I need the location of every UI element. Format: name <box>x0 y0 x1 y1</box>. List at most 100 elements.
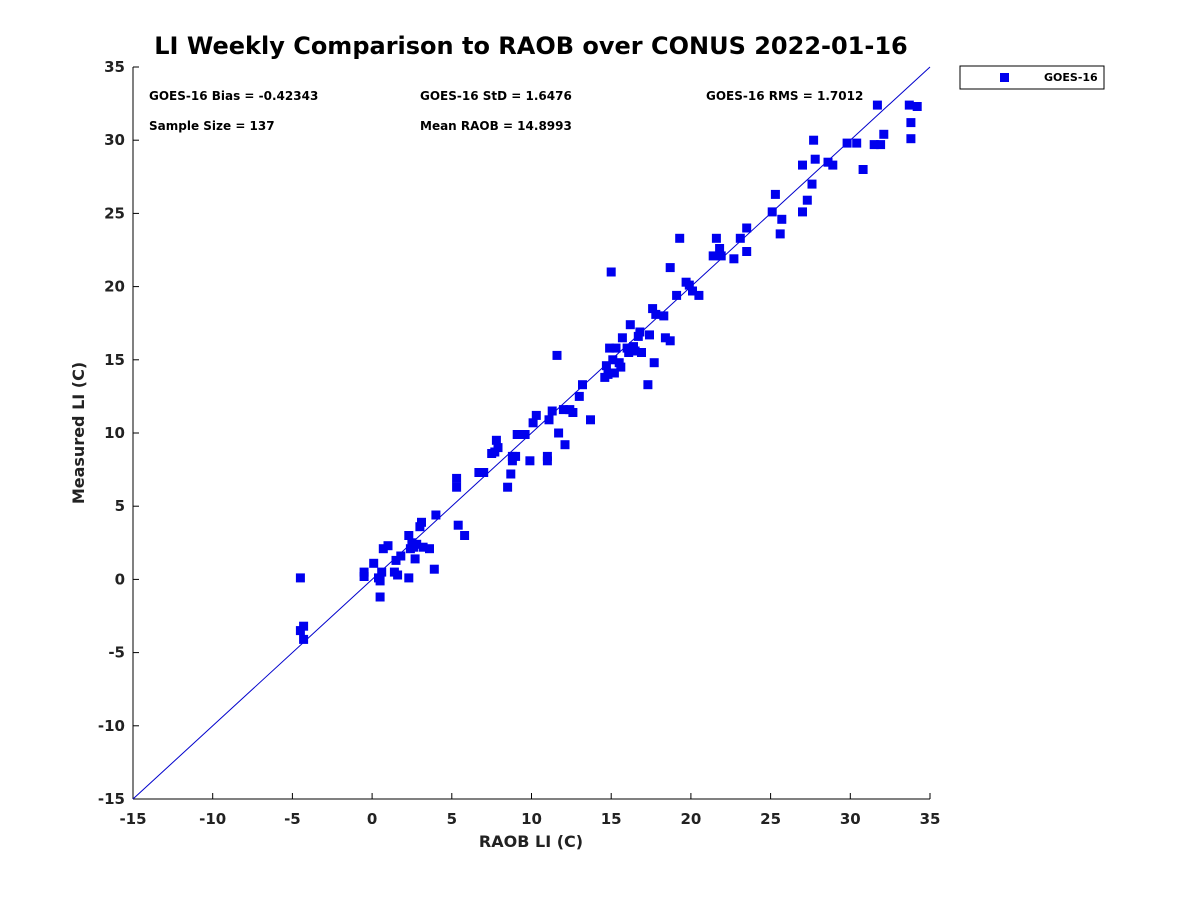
data-point <box>715 244 725 253</box>
data-point <box>876 140 886 150</box>
data-point <box>852 138 862 148</box>
data-point <box>777 214 787 224</box>
y-axis-label: Measured LI (C) <box>69 362 88 504</box>
data-point <box>716 251 726 261</box>
data-point <box>694 290 704 300</box>
x-tick-label: 25 <box>760 810 781 828</box>
data-point <box>651 309 661 319</box>
data-point <box>872 100 882 110</box>
data-point <box>460 531 470 540</box>
data-point <box>377 567 387 577</box>
data-point <box>503 482 513 492</box>
stat-mean-raob: Mean RAOB = 14.8993 <box>420 119 572 133</box>
data-point <box>369 558 379 568</box>
data-point <box>659 311 669 321</box>
data-point <box>904 100 914 110</box>
data-point <box>603 369 613 379</box>
data-points-layer <box>295 100 922 644</box>
x-tick-label: -15 <box>119 810 146 828</box>
data-point <box>295 573 305 583</box>
data-point <box>452 473 462 483</box>
data-point <box>611 343 621 353</box>
data-point <box>544 415 554 425</box>
data-point <box>675 233 685 243</box>
data-point <box>525 456 535 466</box>
data-point <box>531 410 541 420</box>
x-axis-label: RAOB LI (C) <box>479 832 583 851</box>
data-point <box>798 207 807 217</box>
legend-box <box>959 65 1105 90</box>
x-tick-label: 10 <box>521 810 542 828</box>
x-tick-label: -10 <box>199 810 226 828</box>
data-point <box>630 346 640 356</box>
data-point <box>601 361 611 371</box>
data-point <box>798 160 807 170</box>
data-point <box>606 267 616 277</box>
y-tick-label: 5 <box>115 497 125 515</box>
data-point <box>554 428 564 438</box>
data-point <box>645 330 654 340</box>
data-point <box>560 440 570 450</box>
data-point <box>391 555 401 565</box>
data-point <box>637 348 646 357</box>
data-point <box>742 247 752 256</box>
x-tick-label: 35 <box>920 810 941 828</box>
data-point <box>617 333 627 343</box>
data-point <box>375 592 385 602</box>
data-point <box>452 482 462 492</box>
data-point <box>609 368 619 378</box>
x-tick-label: -5 <box>284 810 301 828</box>
y-tick-label: 20 <box>104 278 125 296</box>
data-point <box>375 576 385 586</box>
plot-axes: -15 -10 -5 0 5 10 15 20 25 30 35 -15 -10 -5 0 5 10 15 20 25… <box>98 58 941 828</box>
data-point <box>735 233 745 243</box>
data-point <box>506 469 516 479</box>
y-tick-label: 10 <box>104 424 125 442</box>
data-point <box>299 621 309 631</box>
data-point <box>578 380 587 390</box>
data-point <box>417 517 426 527</box>
data-point <box>625 320 635 330</box>
data-point <box>742 223 752 233</box>
data-point <box>412 539 422 549</box>
data-point <box>552 350 562 360</box>
data-point <box>378 544 388 554</box>
data-point <box>605 343 615 353</box>
data-point <box>906 134 916 144</box>
data-point <box>649 358 659 368</box>
data-point <box>528 418 538 428</box>
data-point <box>491 435 501 445</box>
stat-sample-size: Sample Size = 137 <box>149 119 275 133</box>
data-point <box>767 207 777 217</box>
data-point <box>809 135 819 145</box>
data-point <box>912 102 922 111</box>
data-point <box>879 129 889 139</box>
data-point <box>635 327 645 337</box>
stat-bias: GOES-16 Bias = -0.42343 <box>149 89 318 103</box>
data-point <box>404 531 414 540</box>
x-tick-label: 30 <box>840 810 861 828</box>
data-point <box>810 154 820 164</box>
data-point <box>665 263 675 273</box>
x-tick-label: 20 <box>680 810 701 828</box>
legend: GOES-16 <box>959 65 1105 90</box>
data-point <box>453 520 463 530</box>
data-point <box>828 160 838 170</box>
data-point <box>672 290 682 300</box>
legend-marker-square <box>1000 73 1009 82</box>
stats-annotations: GOES-16 Bias = -0.42343 GOES-16 StD = 1.… <box>149 89 863 133</box>
data-point <box>547 406 557 416</box>
stat-std: GOES-16 StD = 1.6476 <box>420 89 572 103</box>
data-point <box>586 415 595 425</box>
data-point <box>823 157 833 167</box>
data-point <box>608 355 618 365</box>
data-point <box>729 254 739 264</box>
data-point <box>770 189 780 199</box>
data-point <box>425 544 434 554</box>
data-point <box>574 391 584 401</box>
data-point <box>568 408 578 417</box>
data-point <box>660 333 670 343</box>
data-point <box>511 451 521 461</box>
data-point <box>512 430 522 439</box>
